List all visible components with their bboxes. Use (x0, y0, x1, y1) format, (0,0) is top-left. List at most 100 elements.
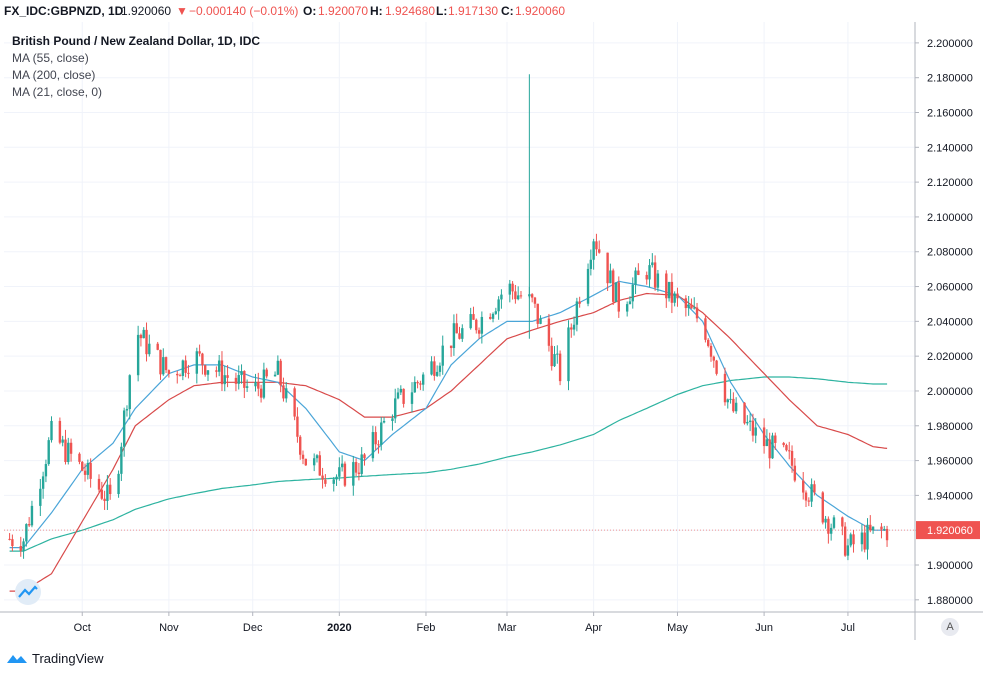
high-label: H: (370, 4, 383, 18)
candle-body (628, 301, 632, 305)
candle-up (648, 259, 651, 288)
candle-up (575, 297, 579, 332)
close-value: 1.920060 (515, 4, 566, 18)
candle-body (11, 539, 14, 547)
candle-body (746, 421, 749, 424)
candle-body (723, 373, 727, 403)
y-tick-label: 2.140000 (927, 142, 973, 154)
candle-body (148, 343, 151, 355)
candle-up (136, 325, 140, 382)
candle-body (667, 281, 671, 299)
symbol-interval[interactable]: FX_IDC:GBPNZD, 1D (4, 4, 124, 18)
candle-body (226, 375, 229, 378)
candle-up (883, 525, 886, 531)
candle-body (572, 324, 576, 330)
candle-body (670, 281, 674, 303)
chart-area[interactable]: 1.8800001.9000001.9200001.9400001.960000… (0, 22, 983, 640)
candle-body (631, 284, 634, 302)
candle-body (539, 318, 542, 324)
candle-down (712, 355, 715, 368)
candle-down (458, 326, 461, 340)
candle-up (25, 523, 28, 547)
candle-up (497, 296, 500, 320)
y-tick-label: 2.020000 (927, 351, 973, 363)
candle-down (167, 369, 171, 378)
candle-down (282, 377, 285, 402)
candle-down (156, 341, 159, 351)
legend-ma55[interactable]: MA (55, close) (12, 51, 89, 65)
candle-down (762, 418, 766, 454)
candle-down (514, 284, 517, 304)
candle-body (78, 453, 81, 462)
candle-body (606, 252, 609, 284)
candle-down (201, 352, 204, 375)
candle-up (693, 297, 696, 310)
candle-down (595, 233, 598, 256)
candle-down (159, 349, 162, 380)
candle-up (148, 334, 151, 357)
candle-down (536, 303, 539, 329)
ma21-path (9, 280, 888, 549)
candle-up (273, 371, 277, 377)
candle-down (100, 481, 104, 501)
candle-body (715, 360, 718, 374)
candle-body (645, 274, 648, 280)
candle-body (145, 329, 148, 355)
candle-down (184, 355, 187, 378)
candle-body (97, 478, 101, 490)
candle-down (751, 413, 755, 442)
candle-body (829, 527, 833, 534)
candle-body (634, 270, 637, 285)
candle-down (279, 358, 282, 393)
candle-down (863, 524, 866, 553)
candle-body (64, 439, 67, 463)
candle-body (871, 526, 875, 531)
price-axis[interactable]: 1.8800001.9000001.9200001.9400001.960000… (914, 22, 973, 640)
candle-up (338, 457, 341, 481)
candle-up (30, 500, 34, 528)
candle-down (27, 517, 31, 528)
candle-body (637, 270, 640, 275)
candle-up (469, 307, 472, 330)
tradingview-badge-icon[interactable] (15, 579, 41, 605)
candle-up (142, 327, 145, 339)
candle-body (673, 293, 676, 303)
candle-down (617, 276, 620, 318)
candle-body (343, 463, 347, 486)
candle-body (259, 388, 263, 398)
candle-up (315, 454, 319, 463)
ma55-path (9, 292, 888, 592)
legend-ma200[interactable]: MA (200, close) (12, 68, 96, 82)
down-arrow-icon: ▼ (176, 4, 188, 18)
auto-scale-button[interactable]: A (941, 618, 959, 636)
time-axis[interactable]: Oct Nov Dec 2020 Feb Mar Apr May Jun Jul (0, 611, 983, 634)
candles (8, 74, 889, 561)
candle-down (293, 386, 296, 421)
candle-body (61, 439, 64, 443)
candle-body (665, 273, 668, 299)
candle-down (477, 327, 481, 339)
candle-body (178, 375, 182, 377)
y-tick-label: 1.880000 (927, 595, 973, 607)
tradingview-brand[interactable]: TradingView (6, 651, 104, 667)
candle-up (500, 289, 503, 309)
candle-down (885, 525, 889, 547)
candle-body (340, 463, 344, 468)
candle-down (419, 380, 422, 391)
candle-body (187, 372, 190, 374)
x-tick-label: Dec (243, 622, 263, 634)
candle-body (103, 498, 106, 501)
low-value: 1.917130 (448, 4, 499, 18)
candle-body (807, 500, 811, 502)
candle-down (78, 452, 81, 465)
candle-up (748, 413, 752, 432)
candle-up (245, 379, 249, 392)
candle-body (586, 268, 590, 304)
candle-up (117, 470, 120, 498)
candle-body (380, 422, 383, 445)
legend-title[interactable]: British Pound / New Zealand Dollar, 1D, … (12, 34, 261, 48)
x-tick-label: 2020 (327, 622, 351, 634)
legend-ma21[interactable]: MA (21, close, 0) (12, 85, 103, 99)
candle-body (751, 420, 755, 436)
candle-down (301, 450, 305, 465)
